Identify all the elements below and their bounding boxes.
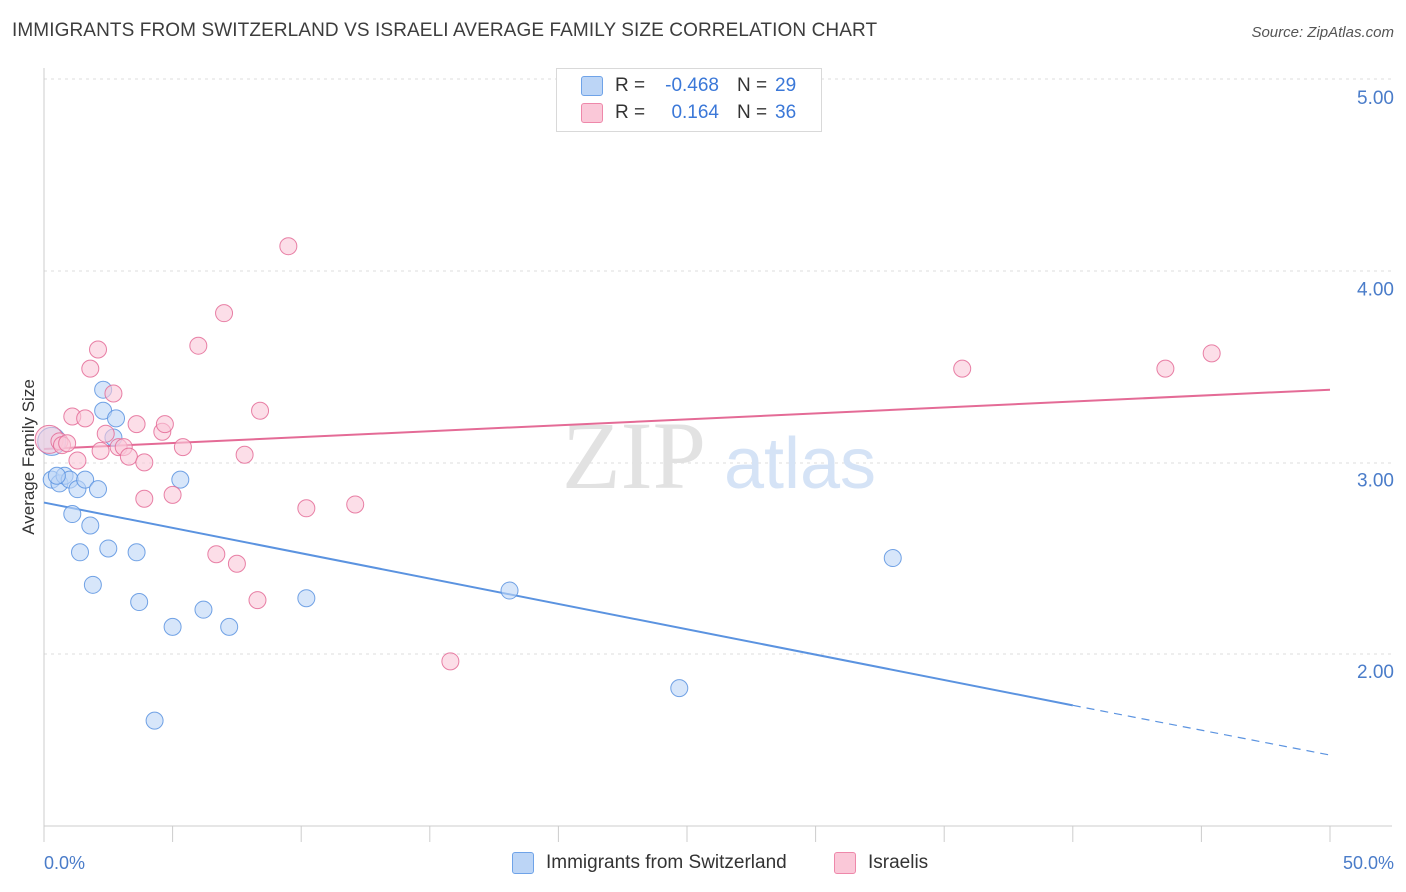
series-label-switzerland: Immigrants from Switzerland [546,852,787,873]
legend-n-value: 36 [775,102,797,123]
grid-lines [44,78,1392,655]
data-point-0-14 [99,539,118,558]
data-point-1-20 [163,485,182,504]
x-tick-label-min: 0.0% [44,853,85,873]
series-legend-israelis[interactable]: Israelis [834,852,928,874]
y-axis-label: Average Family Size [19,379,38,535]
data-point-0-5 [63,505,82,524]
data-point-1-31 [346,495,365,514]
watermark-atlas: atlas [724,424,876,504]
data-point-1-35 [1202,344,1221,363]
data-point-0-10 [83,575,102,594]
legend-swatch-switzerland [581,76,603,96]
data-point-0-19 [145,711,164,730]
data-point-1-19 [155,415,174,434]
data-point-0-27 [883,549,902,568]
data-point-0-24 [297,589,316,608]
data-point-1-7 [81,359,100,378]
legend-n-value: 29 [775,75,797,96]
data-point-1-21 [173,438,192,457]
trend-lines [43,388,1331,756]
correlation-legend: R = -0.468 N = 29 R = 0.164 N = 36 [556,68,822,132]
data-point-1-3 [58,434,77,453]
data-point-0-20 [163,617,182,636]
trend-line-0 [43,501,1073,707]
data-point-0-9 [81,516,100,535]
chart-title: IMMIGRANTS FROM SWITZERLAND VS ISRAELI A… [12,20,878,41]
data-point-0-28 [47,466,66,485]
y-tick-label: 2.00 [1357,662,1394,683]
watermark-zip: ZIP [562,402,706,509]
data-point-1-33 [953,359,972,378]
data-point-1-29 [279,237,298,256]
legend-r-value: -0.468 [665,75,719,96]
data-point-1-11 [104,384,123,403]
legend-row-switzerland: R = -0.468 N = 29 [581,73,796,99]
data-point-1-34 [1156,359,1175,378]
series-swatch-israelis [834,852,856,874]
tick-labels: 2.00 3.00 4.00 5.00 0.0% 50.0% [44,88,1394,873]
data-point-1-28 [251,401,270,420]
data-point-1-14 [119,447,138,466]
series-legend: Immigrants from Switzerland Israelis [0,852,1406,878]
data-point-1-8 [89,340,108,359]
series-label-israelis: Israelis [868,852,929,873]
data-point-1-17 [135,489,154,508]
data-point-0-16 [107,409,126,428]
data-point-1-27 [248,591,267,610]
legend-r-value: 0.164 [671,102,719,123]
data-point-1-10 [96,424,115,443]
data-point-0-21 [171,470,190,489]
trend-line-1 [43,388,1331,450]
y-tick-label: 5.00 [1357,88,1394,109]
legend-row-israelis: R = 0.164 N = 36 [581,100,796,126]
x-tick-label-max: 50.0% [1343,853,1394,873]
data-point-0-11 [89,480,108,499]
data-point-1-15 [127,415,146,434]
y-tick-label: 3.00 [1357,471,1394,492]
data-point-1-22 [189,336,208,355]
data-point-0-8 [76,470,95,489]
series-swatch-switzerland [512,852,534,874]
data-point-0-17 [127,543,146,562]
data-point-1-16 [135,453,154,472]
data-point-0-26 [670,679,689,698]
series-legend-switzerland[interactable]: Immigrants from Switzerland [512,852,787,874]
data-point-1-26 [235,445,254,464]
y-tick-label: 4.00 [1357,279,1394,300]
source-attribution: Source: ZipAtlas.com [1251,24,1394,41]
data-points [34,237,1221,730]
data-point-1-30 [297,499,316,518]
legend-swatch-israelis [581,103,603,123]
trend-line-dashed-0 [1072,704,1331,756]
data-point-1-9 [91,441,110,460]
data-point-0-18 [130,593,149,612]
legend-r-label: R = [615,102,646,123]
data-point-0-7 [71,543,90,562]
data-point-0-25 [500,581,519,600]
data-point-1-6 [76,409,95,428]
data-point-1-25 [227,554,246,573]
legend-n-label: N = [737,102,768,123]
legend-r-label: R = [615,75,646,96]
data-point-1-24 [215,304,234,323]
data-point-1-32 [441,652,460,671]
data-point-1-23 [207,545,226,564]
legend-n-label: N = [737,75,768,96]
data-point-1-5 [68,451,87,470]
data-point-0-22 [194,600,213,619]
data-point-0-23 [220,617,239,636]
